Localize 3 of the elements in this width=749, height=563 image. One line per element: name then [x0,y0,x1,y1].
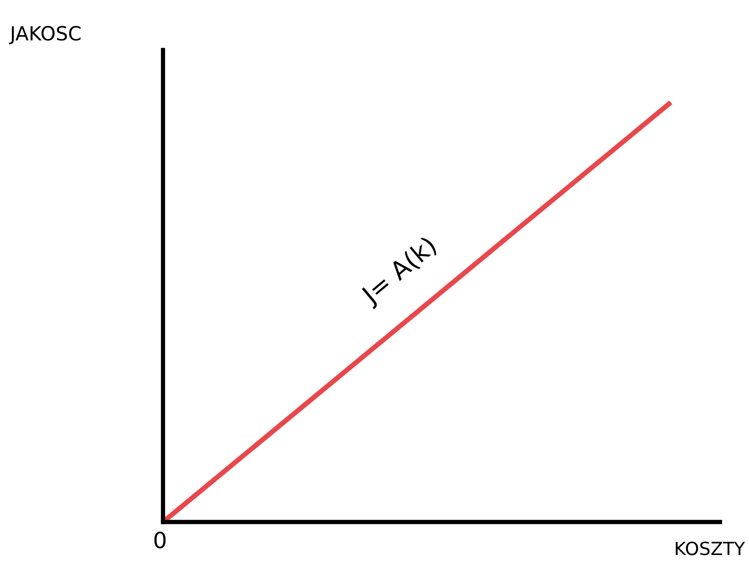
y-axis-title: JAKOSC [8,26,81,44]
text: 0 [154,532,166,548]
x-axis-title: KOSZTY [676,542,746,556]
